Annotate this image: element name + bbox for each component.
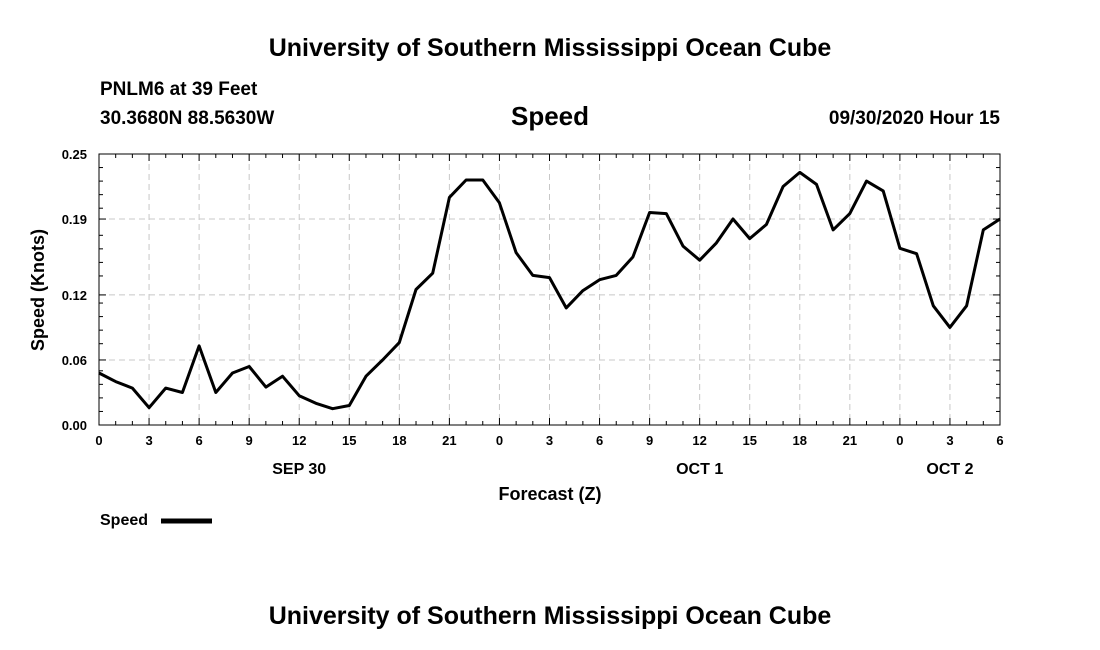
x-tick-label: 6 xyxy=(596,433,603,448)
minor-ticks xyxy=(98,153,1001,426)
x-tick-label: 6 xyxy=(195,433,202,448)
x-tick-label: 3 xyxy=(145,433,152,448)
x-axis-label: Forecast (Z) xyxy=(498,484,601,504)
y-tick-label: 0.19 xyxy=(62,212,87,227)
x-tick-label: 15 xyxy=(342,433,356,448)
coordinates-label: 30.3680N 88.5630W xyxy=(100,108,274,129)
day-label: SEP 30 xyxy=(272,461,326,478)
x-tick-label: 21 xyxy=(843,433,857,448)
y-tick-label: 0.00 xyxy=(62,418,87,433)
x-tick-label: 15 xyxy=(742,433,756,448)
y-axis-label: Speed (Knots) xyxy=(28,229,48,351)
x-tick-label: 0 xyxy=(95,433,102,448)
y-tick-label: 0.25 xyxy=(62,147,87,162)
day-label: OCT 2 xyxy=(926,461,973,478)
x-tick-label: 9 xyxy=(246,433,253,448)
x-tick-label: 6 xyxy=(996,433,1003,448)
x-tick-label: 12 xyxy=(692,433,706,448)
y-tick-label: 0.06 xyxy=(62,353,87,368)
x-tick-label: 0 xyxy=(896,433,903,448)
plot-frame xyxy=(98,153,1001,426)
x-tick-label: 9 xyxy=(646,433,653,448)
x-tick-label: 21 xyxy=(442,433,456,448)
chart-title: Speed xyxy=(511,101,589,131)
main-title: University of Southern Mississippi Ocean… xyxy=(269,34,832,62)
footer-title: University of Southern Mississippi Ocean… xyxy=(269,602,832,630)
date-label: 09/30/2020 Hour 15 xyxy=(829,108,1001,129)
tick-labels: 0 3 6 9 12 15 18 21 0 3 6 9 12 15 18 21 0 3 6 0.00 0.06 0.12 0… xyxy=(62,147,1004,478)
day-label: OCT 1 xyxy=(676,461,723,478)
x-tick-label: 18 xyxy=(793,433,807,448)
x-tick-label: 0 xyxy=(496,433,503,448)
gridlines xyxy=(99,154,1000,425)
y-tick-label: 0.12 xyxy=(62,288,87,303)
legend-label: Speed xyxy=(100,512,148,529)
speed-series-line xyxy=(98,170,1001,411)
station-label: PNLM6 at 39 Feet xyxy=(100,79,258,100)
x-tick-label: 3 xyxy=(946,433,953,448)
x-tick-label: 18 xyxy=(392,433,406,448)
x-tick-label: 12 xyxy=(292,433,306,448)
x-tick-label: 3 xyxy=(546,433,553,448)
